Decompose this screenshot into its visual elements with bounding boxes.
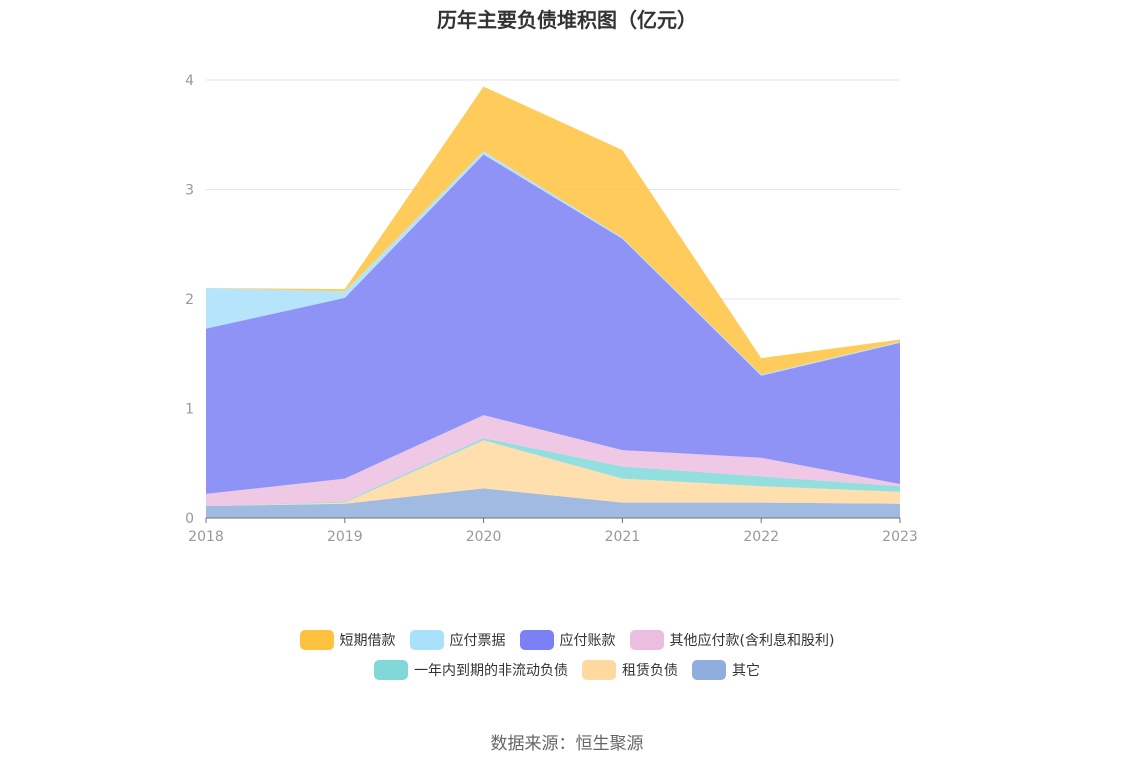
legend-item[interactable]: 应付账款 [519, 630, 616, 650]
area-series[interactable] [206, 440, 900, 506]
legend-swatch [374, 660, 408, 680]
legend-swatch [582, 660, 616, 680]
legend-row: 短期借款 应付票据 应付账款 其他应付款(含利息和股利) [0, 630, 1134, 650]
legend-label: 其它 [732, 663, 760, 679]
legend-swatch [299, 630, 334, 650]
area-series[interactable] [206, 86, 900, 375]
legend-item[interactable]: 短期借款 [299, 630, 396, 650]
y-tick-label: 2 [185, 292, 194, 308]
area-series[interactable] [206, 154, 900, 494]
legend-swatch [409, 630, 444, 650]
legend: 短期借款 应付票据 应付账款 其他应付款(含利息和股利) 一年内到期的非流动负债 租赁负债… [0, 630, 1134, 690]
area-series[interactable] [206, 415, 900, 506]
y-tick-label: 1 [185, 402, 194, 418]
legend-label: 一年内到期的非流动负债 [414, 663, 568, 679]
x-tick-label: 2021 [605, 529, 641, 545]
legend-label: 应付账款 [559, 633, 616, 649]
legend-label: 租赁负债 [622, 663, 678, 679]
x-tick-label: 2018 [188, 529, 224, 545]
x-tick-label: 2023 [882, 529, 918, 545]
area-series[interactable] [206, 488, 900, 518]
legend-item[interactable]: 一年内到期的非流动负债 [374, 660, 568, 680]
legend-swatch [629, 630, 664, 650]
legend-swatch [519, 630, 554, 650]
legend-item[interactable]: 租赁负债 [582, 660, 678, 680]
legend-item[interactable]: 其他应付款(含利息和股利) [629, 630, 835, 650]
legend-label: 短期借款 [339, 633, 396, 649]
area-series[interactable] [206, 151, 900, 376]
stacked-area-chart: 0 1 2 3 4 2018 2019 2020 2021 2022 2023 [185, 73, 918, 545]
y-tick-label: 0 [185, 511, 194, 527]
x-tick-label: 2019 [327, 529, 363, 545]
x-tick-label: 2022 [743, 529, 779, 545]
legend-item[interactable]: 应付票据 [409, 630, 506, 650]
legend-row: 一年内到期的非流动负债 租赁负债 其它 [0, 660, 1134, 680]
y-tick-label: 3 [185, 183, 194, 199]
y-tick-label: 4 [185, 73, 194, 89]
legend-label: 应付票据 [449, 633, 506, 649]
legend-item[interactable]: 其它 [692, 660, 760, 680]
data-source: 数据来源：恒生聚源 [490, 734, 644, 754]
chart-title: 历年主要负债堆积图（亿元） [437, 8, 697, 32]
legend-label: 其他应付款(含利息和股利) [669, 633, 835, 649]
legend-swatch [692, 660, 726, 680]
x-tick-label: 2020 [466, 529, 502, 545]
